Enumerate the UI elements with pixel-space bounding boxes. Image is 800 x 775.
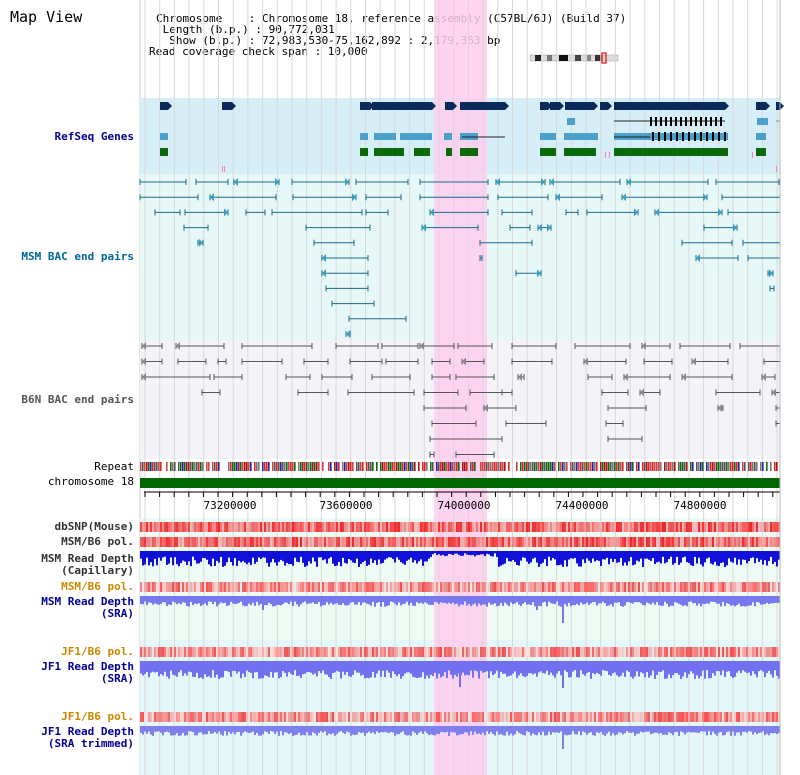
gridlines bbox=[144, 0, 778, 775]
coordinate-axis: 73200000 73600000 74000000 74400000 74800000 bbox=[144, 491, 780, 512]
jf1-read-depth-sra[interactable] bbox=[140, 661, 780, 688]
length-info: Length (b.p.) : 90,772,031 bbox=[156, 23, 335, 36]
track-label-msm-depth-cap: MSM Read Depth (Capillary) bbox=[41, 552, 134, 577]
msm-bac-end-pairs[interactable] bbox=[139, 178, 781, 338]
axis-tick-label: 74400000 bbox=[556, 499, 609, 512]
track-label-msm-depth-sra: MSM Read Depth (SRA) bbox=[41, 595, 134, 620]
axis-tick-label: 73600000 bbox=[320, 499, 373, 512]
repeat-track[interactable] bbox=[140, 462, 778, 471]
track-label-jf1-depth-trimmed: JF1 Read Depth (SRA trimmed) bbox=[41, 725, 134, 750]
msm-read-depth-sra[interactable] bbox=[140, 596, 780, 623]
refseq-genes[interactable] bbox=[160, 102, 784, 172]
coverage-span-info: Read coverage check span : 10,000 bbox=[149, 45, 368, 58]
jf1-read-depth-trimmed[interactable] bbox=[140, 726, 780, 749]
track-label-msm-b6-pol-2: MSM/B6 pol. bbox=[61, 580, 134, 593]
jf1-b6-pol-heat-strip-2[interactable] bbox=[140, 712, 780, 722]
track-label-dbsnp: dbSNP(Mouse) bbox=[54, 520, 134, 533]
chromosome-ideogram[interactable] bbox=[527, 52, 623, 64]
track-label-jf1-b6-pol-2: JF1/B6 pol. bbox=[61, 710, 134, 723]
msm-read-depth-capillary[interactable] bbox=[140, 551, 780, 567]
track-label-repeat: Repeat bbox=[94, 460, 134, 473]
track-label-msm-bac: MSM BAC end pairs bbox=[21, 250, 134, 263]
page-title: Map View bbox=[10, 8, 83, 26]
highlight-region[interactable] bbox=[434, 0, 487, 775]
ideogram-position-marker bbox=[601, 52, 607, 64]
track-label-jf1-depth-sra: JF1 Read Depth (SRA) bbox=[41, 660, 134, 685]
b6n-bac-end-pairs[interactable] bbox=[141, 342, 781, 458]
track-label-jf1-b6-pol-1: JF1/B6 pol. bbox=[61, 645, 134, 658]
dbsnp-heat-strip[interactable] bbox=[140, 522, 780, 532]
track-label-refseq: RefSeq Genes bbox=[54, 130, 134, 143]
chromosome-bar[interactable] bbox=[140, 478, 780, 488]
msm-b6-pol-heat-strip-2[interactable] bbox=[140, 582, 780, 592]
axis-tick-label: 73200000 bbox=[204, 499, 257, 512]
axis-tick-label: 74800000 bbox=[674, 499, 727, 512]
track-label-msm-b6-pol-1: MSM/B6 pol. bbox=[61, 535, 134, 548]
axis-tick-label: 74000000 bbox=[438, 499, 491, 512]
jf1-b6-pol-heat-strip-1[interactable] bbox=[140, 647, 780, 657]
msm-b6-pol-heat-strip-1[interactable] bbox=[140, 537, 780, 547]
track-label-chromosome: chromosome 18 bbox=[47, 475, 134, 488]
track-label-b6n-bac: B6N BAC end pairs bbox=[21, 393, 134, 406]
